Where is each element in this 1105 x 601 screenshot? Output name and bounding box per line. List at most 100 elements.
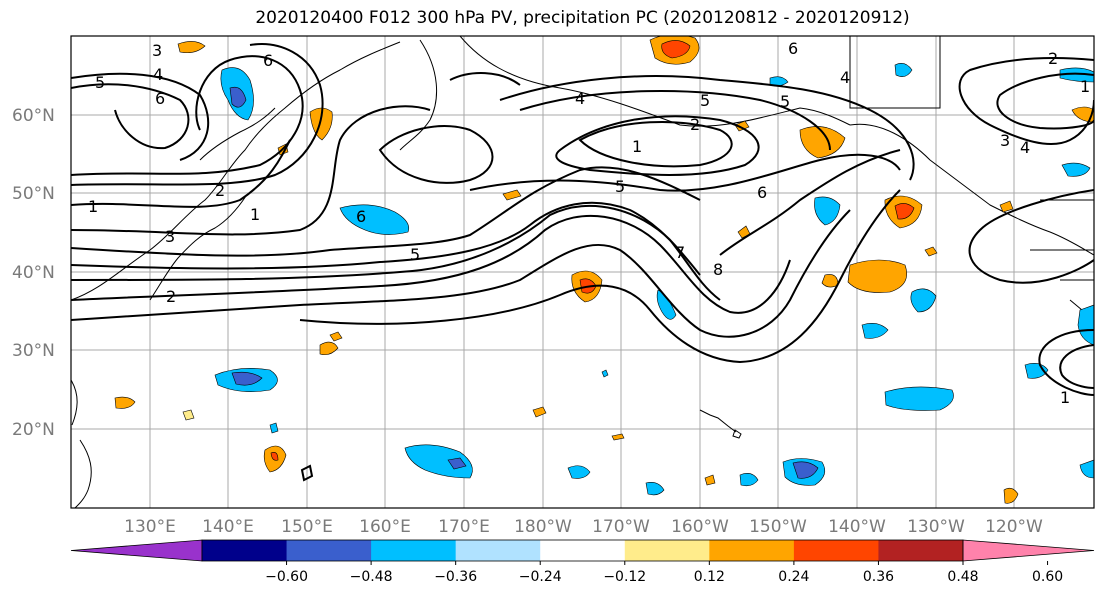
colorbar: −0.60 −0.48 −0.36 −0.24 −0.12 0.12 0.24 0.36 0.4… [70, 539, 1095, 585]
colorbar-tick-label: −0.36 [434, 569, 477, 585]
contour-label: 2 [690, 115, 700, 134]
plot-frame [70, 35, 1095, 509]
precip-positive-patch [704, 474, 716, 486]
lon-label: 140°E [202, 517, 254, 537]
colorbar-swatch [202, 540, 288, 561]
lon-label: 170°W [592, 517, 650, 537]
latitude-labels: 60°N 50°N 40°N 30°N 20°N [12, 106, 55, 440]
precip-positive-patch [329, 331, 343, 342]
contour-label: 2 [215, 181, 225, 200]
precip-anomaly-fills [114, 36, 1094, 504]
lon-label: 150°E [281, 517, 333, 537]
precip-negative-patch [884, 386, 954, 411]
lon-label: 160°E [359, 517, 411, 537]
contour-label: 4 [840, 68, 850, 87]
contour-label: 6 [757, 183, 767, 202]
precip-negative-patch [861, 323, 889, 339]
precip-positive-patch [309, 107, 333, 141]
precip-negative-patch [739, 473, 759, 487]
contour-label: 1 [1060, 388, 1070, 407]
precip-positive-core [894, 203, 915, 220]
longitude-labels: 130°E 140°E 150°E 160°E 170°E 180°W 170°… [124, 517, 1043, 537]
colorbar-extend-low [70, 539, 203, 562]
colorbar-tick-label: 0.24 [778, 569, 809, 585]
colorbar-swatch [540, 540, 626, 561]
colorbar-outline [201, 539, 964, 562]
precip-negative-patch [1079, 459, 1094, 479]
contour-label: 5 [95, 73, 105, 92]
precip-negative-patch [894, 63, 913, 77]
colorbar-swatch [878, 540, 964, 561]
precip-negative-patch [404, 444, 473, 479]
precip-positive-patch [182, 409, 195, 421]
precip-negative-patch [601, 369, 609, 378]
colorbar-tick-label: −0.60 [265, 569, 308, 585]
colorbar-swatch [709, 540, 795, 561]
contour-label: 6 [263, 51, 273, 70]
lon-label: 120°W [985, 517, 1043, 537]
contour-label: 3 [165, 227, 175, 246]
contour-label: 5 [700, 91, 710, 110]
precip-negative-core [792, 461, 819, 479]
contour-label: 2 [166, 287, 176, 306]
precip-negative-patch [1059, 67, 1094, 83]
contour-label: 6 [788, 39, 798, 58]
colorbar-tick-label: 0.48 [947, 569, 978, 585]
contour-label: 5 [780, 92, 790, 111]
contour-label: 4 [1020, 138, 1030, 157]
colorbar-tick-label: −0.12 [603, 569, 646, 585]
contour-label: 3 [1000, 131, 1010, 150]
pv-contour-labels: 3 5 4 6 1 2 1 3 2 6 5 4 1 2 5 5 6 7 8 6 … [88, 39, 1090, 407]
lon-label: 180°W [514, 517, 572, 537]
colorbar-tick-label: 0.36 [863, 569, 894, 585]
gridlines [71, 36, 1094, 508]
contour-label: 6 [356, 207, 366, 226]
precip-positive-patch [1071, 106, 1094, 123]
lon-label: 140°W [828, 517, 886, 537]
precip-positive-core [661, 40, 691, 59]
colorbar-swatch [371, 540, 457, 561]
lat-label: 60°N [12, 106, 55, 126]
colorbar-tick-label: 0.60 [1032, 569, 1063, 585]
lon-label: 160°W [671, 517, 729, 537]
colorbar-extend-high [962, 539, 1095, 562]
lon-label: 130°E [124, 517, 176, 537]
contour-label: 1 [632, 137, 642, 156]
lon-label: 170°E [438, 517, 490, 537]
precip-positive-patch [177, 41, 206, 54]
contour-label: 3 [152, 41, 162, 60]
contour-label: 4 [575, 89, 585, 108]
precip-positive-patch [734, 120, 750, 132]
contour-label: 1 [88, 197, 98, 216]
precip-negative-patch [567, 465, 591, 479]
lat-label: 40°N [12, 263, 55, 283]
precip-negative-core [231, 371, 263, 386]
contour-label: 6 [155, 89, 165, 108]
precip-negative-patch [1061, 162, 1091, 177]
colorbar-tick-label: −0.48 [350, 569, 393, 585]
precip-positive-patch [1003, 487, 1019, 504]
contour-label: 8 [713, 260, 723, 279]
pv-contours [71, 43, 1094, 396]
precip-positive-patch [924, 246, 938, 257]
precip-positive-patch [611, 433, 625, 441]
precip-negative-patch [339, 204, 409, 235]
precip-negative-core [447, 457, 467, 470]
precip-negative-patch [645, 482, 665, 496]
colorbar-swatch [624, 540, 710, 561]
precip-positive-patch [999, 200, 1014, 213]
precip-negative-patch [269, 422, 279, 434]
contour-label: 1 [250, 205, 260, 224]
contour-label: 7 [675, 243, 685, 262]
lat-label: 50°N [12, 184, 55, 204]
precip-positive-patch [114, 396, 136, 409]
precip-negative-core [229, 86, 247, 108]
precip-positive-patch [532, 406, 547, 418]
precip-negative-patch [910, 288, 937, 313]
lon-label: 150°W [749, 517, 807, 537]
precip-negative-patch [814, 196, 841, 226]
precip-positive-patch [847, 259, 907, 293]
contour-label: 5 [615, 177, 625, 196]
colorbar-swatch [793, 540, 879, 561]
contour-label: 1 [1080, 77, 1090, 96]
